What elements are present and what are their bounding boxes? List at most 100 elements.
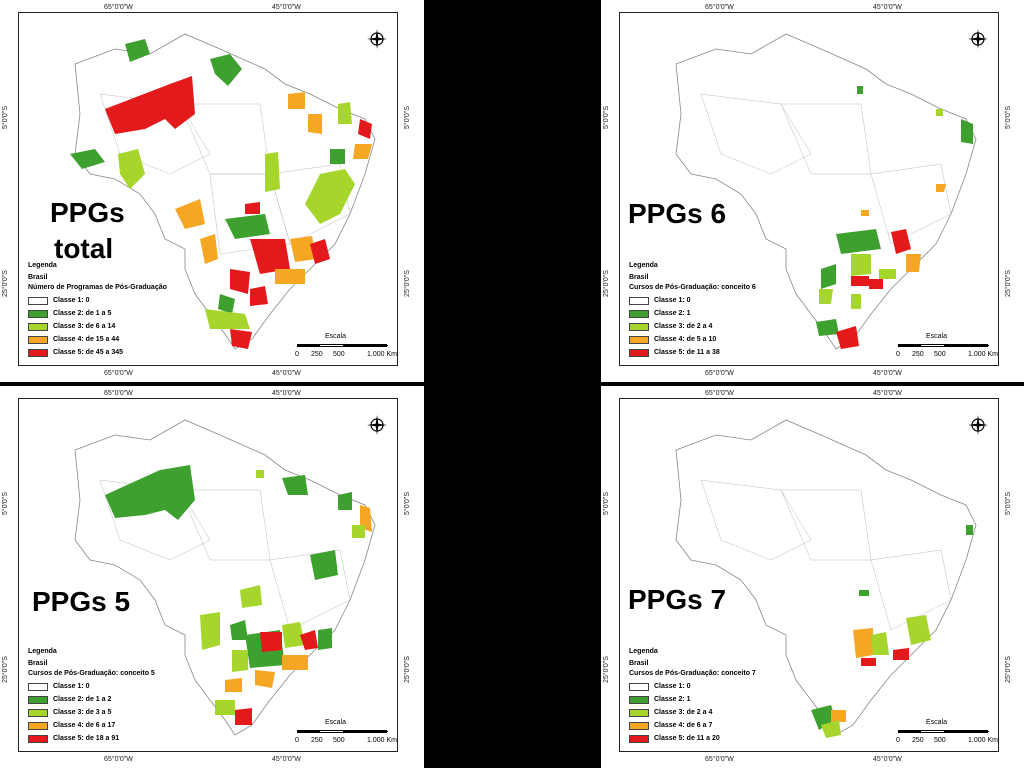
map-title: PPGs 6	[628, 196, 726, 232]
region	[851, 294, 861, 309]
scale-tick: 0	[295, 737, 299, 744]
legend-label: Classe 5: de 11 a 20	[654, 735, 720, 742]
lat-label-top: 5°0'0"S	[1, 492, 9, 515]
legend-swatch	[28, 335, 48, 344]
lat-label-bottom: 25°0'0"S	[602, 656, 610, 683]
region	[330, 149, 345, 164]
lat-label-bottom-right: 25°0'0"S	[1004, 656, 1012, 683]
legend-item: Classe 1: 0	[28, 680, 155, 693]
legend-country: Brasil	[629, 660, 649, 667]
scale-tick: 250	[912, 351, 924, 358]
legend-label: Classe 3: de 2 a 4	[654, 323, 713, 330]
region	[282, 655, 308, 670]
lon-label-right: 45°0'0"W	[272, 4, 301, 11]
region	[200, 612, 220, 650]
lat-label-bottom: 25°0'0"S	[602, 270, 610, 297]
legend-swatch	[28, 322, 48, 331]
lon-label-right: 45°0'0"W	[272, 390, 301, 397]
region	[893, 648, 909, 660]
legend-subtitle: Cursos de Pós-Graduação: conceito 5	[28, 670, 155, 677]
region	[125, 39, 150, 62]
title-line-1: PPGs 6	[628, 198, 727, 229]
scale-tick: 250	[912, 737, 924, 744]
legend-label: Classe 2: 1	[654, 696, 691, 703]
region	[225, 214, 270, 239]
legend-swatch	[28, 708, 48, 717]
region	[811, 705, 836, 730]
legend: Legenda Brasil Cursos de Pós-Graduação: …	[629, 648, 756, 745]
region	[282, 622, 305, 648]
scale-bar: Escala 0 250 500 1.000 Km	[896, 719, 1008, 749]
lat-label-top-right: 5°0'0"S	[1004, 106, 1012, 129]
region	[230, 269, 250, 294]
region	[230, 329, 252, 349]
lat-label-bottom: 25°0'0"S	[1, 656, 9, 683]
legend-item: Classe 3: de 2 a 4	[629, 320, 756, 333]
legend-item: Classe 4: de 6 a 17	[28, 719, 155, 732]
legend-label: Classe 3: de 3 a 5	[53, 709, 112, 716]
region	[105, 465, 195, 520]
legend-label: Classe 4: de 6 a 17	[53, 722, 116, 729]
scale-tick: 1.000 Km	[968, 351, 998, 358]
brazil-map	[74, 419, 376, 736]
region	[250, 286, 268, 306]
legend-swatch	[28, 734, 48, 743]
brazil-map	[70, 33, 376, 350]
region	[352, 525, 365, 538]
region	[282, 475, 308, 495]
lat-label-top-right: 5°0'0"S	[1004, 492, 1012, 515]
region	[240, 585, 262, 608]
scale-bar: Escala 0 250 500 1.000 Km	[295, 333, 407, 363]
region	[235, 708, 252, 725]
north-arrow-icon	[967, 414, 989, 436]
scale-bar: Escala 0 250 500 1.000 Km	[295, 719, 407, 749]
north-arrow-icon	[366, 414, 388, 436]
scale-title: Escala	[926, 333, 948, 340]
map-title: PPGs total	[50, 195, 125, 267]
scale-bar: Escala 0 250 500 1.000 Km	[896, 333, 1008, 363]
map-panel-conceito-7: 65°0'0"W 45°0'0"W 65°0'0"W 45°0'0"W 5°0'…	[601, 386, 1024, 768]
region	[861, 658, 876, 666]
legend-label: Classe 2: de 1 a 2	[53, 696, 112, 703]
region	[210, 54, 242, 86]
legend-country: Brasil	[28, 660, 48, 667]
lat-label-bottom-right: 25°0'0"S	[403, 656, 411, 683]
region	[338, 492, 352, 510]
lat-label-bottom-right: 25°0'0"S	[403, 270, 411, 297]
north-arrow-icon	[366, 28, 388, 50]
legend-label: Classe 4: de 6 a 7	[654, 722, 713, 729]
map-panel-total: 65°0'0"W 45°0'0"W 65°0'0"W 45°0'0"W 5°0'…	[0, 0, 424, 382]
legend-swatch	[629, 682, 649, 691]
region	[318, 628, 332, 650]
legend-label: Classe 5: de 45 a 345	[53, 349, 124, 356]
map-title: PPGs 5	[32, 584, 130, 620]
lon-label-left: 65°0'0"W	[104, 4, 133, 11]
scale-tick: 250	[311, 737, 323, 744]
title-line-1: PPGs 5	[32, 586, 131, 617]
legend: Legenda Brasil Cursos de Pós-Graduação: …	[28, 648, 155, 745]
region	[305, 169, 355, 224]
north-arrow-icon	[967, 28, 989, 50]
legend-swatch	[28, 695, 48, 704]
legend-item: Classe 5: de 11 a 38	[629, 346, 756, 359]
legend-swatch	[28, 682, 48, 691]
legend-label: Classe 1: 0	[654, 683, 691, 690]
legend-item: Classe 4: de 15 a 44	[28, 333, 167, 346]
legend: Legenda Brasil Número de Programas de Pó…	[28, 262, 167, 359]
title-line-1: PPGs	[50, 197, 125, 228]
lon-label-left-bottom: 65°0'0"W	[705, 370, 734, 377]
scale-title: Escala	[926, 719, 948, 726]
legend-swatch	[28, 348, 48, 357]
region	[816, 319, 839, 336]
legend-subtitle: Cursos de Pós-Graduação: conceito 6	[629, 284, 756, 291]
region	[118, 149, 145, 189]
legend-swatch	[629, 335, 649, 344]
region	[891, 229, 911, 254]
region	[906, 615, 931, 645]
legend-swatch	[629, 734, 649, 743]
region	[966, 525, 973, 535]
legend-item: Classe 5: de 11 a 20	[629, 732, 756, 745]
scale-tick: 500	[333, 351, 345, 358]
lat-label-top-right: 5°0'0"S	[403, 106, 411, 129]
legend-swatch	[629, 695, 649, 704]
